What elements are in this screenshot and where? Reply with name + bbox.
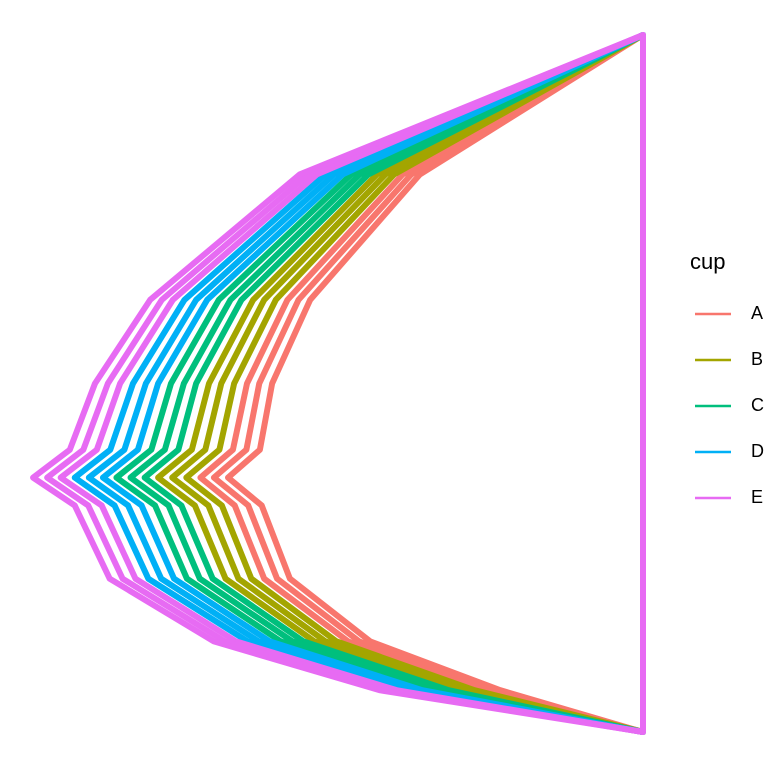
legend-label: B — [751, 349, 763, 369]
legend-title: cup — [690, 249, 725, 274]
legend-label: E — [751, 487, 763, 507]
legend-label: A — [751, 303, 763, 323]
curve — [30, 32, 646, 735]
legend-label: D — [751, 441, 764, 461]
legend-label: C — [751, 395, 764, 415]
